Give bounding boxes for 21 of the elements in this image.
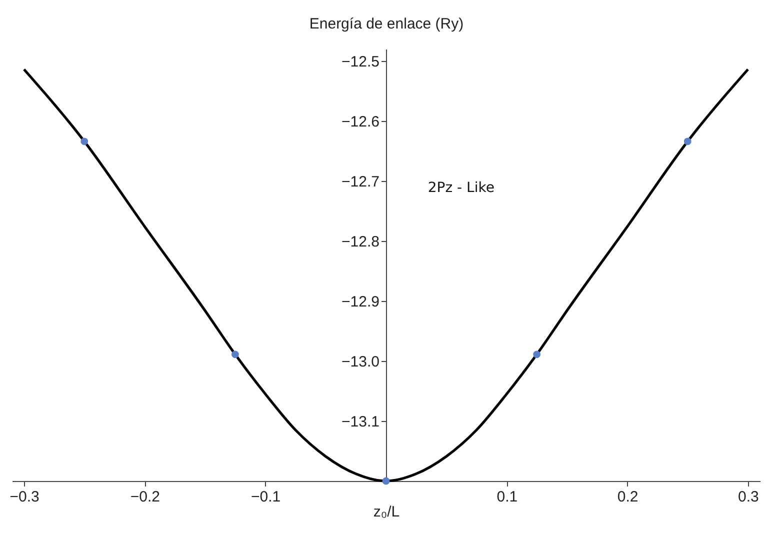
y-tick-label: −12.5 [342,54,380,70]
y-tick-label: −12.7 [342,174,380,190]
y-tick-label: −13.1 [342,414,380,430]
y-tick-label: −12.6 [342,114,380,130]
x-tick-label: −0.1 [251,488,281,506]
x-axis-title: z₀/L [373,504,400,520]
y-tick-label: −12.8 [342,234,380,250]
point [684,138,692,146]
y-tick-label: −12.9 [342,294,380,310]
point [533,350,541,358]
point [382,477,390,485]
annotation: 2Pz - Like [428,180,494,196]
x-tick-label: 0.1 [496,488,518,506]
x-tick-label: −0.3 [10,488,40,506]
x-tick-label: 0.3 [738,488,759,506]
x-tick-label: −0.2 [130,488,160,506]
x-tick-label: 0.2 [617,488,638,506]
point [80,138,88,146]
point [231,350,239,358]
y-tick-label: −13.0 [342,354,380,370]
y-axis-title: Energía de enlace (Ry) [309,16,464,32]
